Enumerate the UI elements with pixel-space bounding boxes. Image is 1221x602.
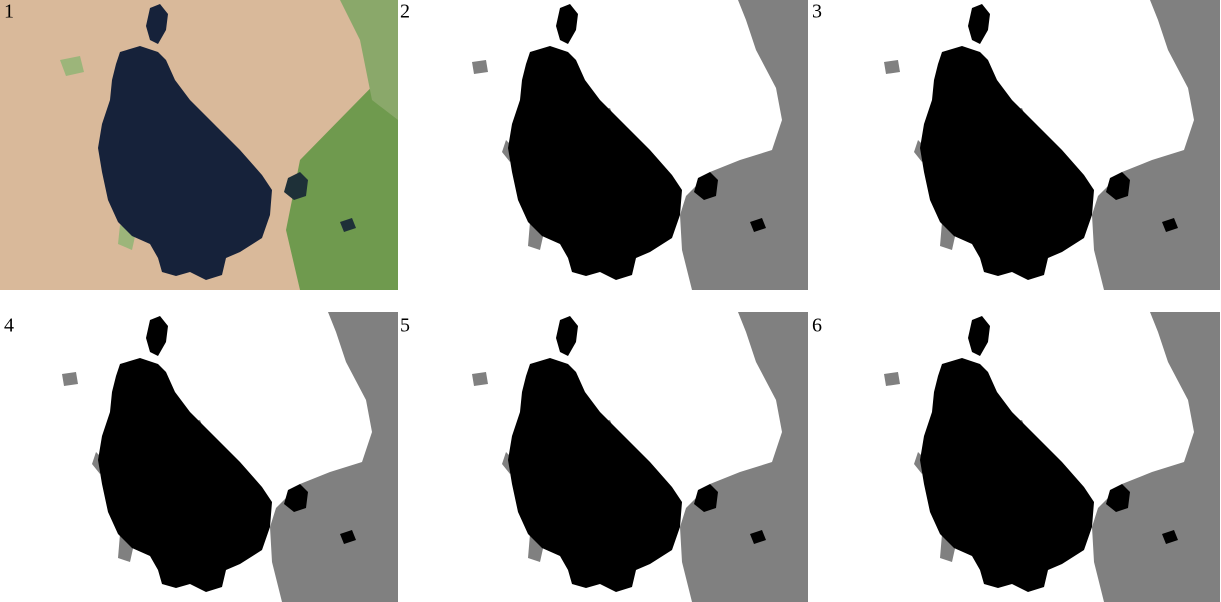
panel-label: 4: [4, 315, 14, 337]
panel-label: 2: [400, 1, 410, 23]
panel-label: 1: [4, 1, 14, 23]
panel-map: [822, 312, 1220, 602]
page: 1 2 3 4 5 6 (() => { const data = JSON.p…: [0, 0, 1221, 602]
panel-map: [410, 0, 808, 290]
panel-label: 3: [812, 1, 822, 23]
panel-map: [410, 312, 808, 602]
panel-label: 5: [400, 315, 410, 337]
panel-satellite: [0, 0, 398, 290]
panel-map: [0, 312, 398, 602]
panel-label: 6: [812, 315, 822, 337]
figure: 1 2 3 4 5 6: [0, 0, 1221, 602]
panel-map: [822, 0, 1220, 290]
